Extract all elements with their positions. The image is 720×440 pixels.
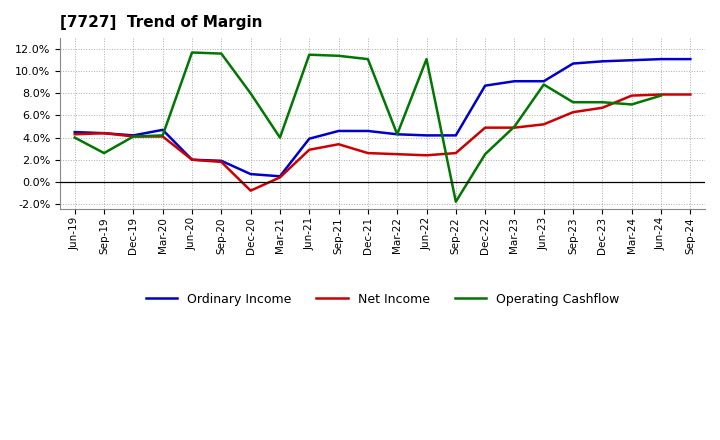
Net Income [598, 105, 607, 110]
Operating Cashflow [71, 135, 79, 140]
Net Income [246, 188, 255, 193]
Operating Cashflow [422, 56, 431, 62]
Operating Cashflow [246, 91, 255, 96]
Ordinary Income [217, 158, 225, 163]
Operating Cashflow [481, 151, 490, 157]
Line: Ordinary Income: Ordinary Income [75, 59, 690, 176]
Operating Cashflow [539, 82, 548, 87]
Net Income [364, 150, 372, 156]
Legend: Ordinary Income, Net Income, Operating Cashflow: Ordinary Income, Net Income, Operating C… [141, 288, 624, 311]
Operating Cashflow [364, 56, 372, 62]
Operating Cashflow [100, 150, 109, 156]
Operating Cashflow [217, 51, 225, 56]
Net Income [100, 131, 109, 136]
Operating Cashflow [598, 99, 607, 105]
Ordinary Income [100, 131, 109, 136]
Operating Cashflow [510, 124, 519, 129]
Operating Cashflow [305, 52, 314, 57]
Line: Operating Cashflow: Operating Cashflow [75, 52, 661, 202]
Ordinary Income [188, 157, 197, 162]
Net Income [71, 132, 79, 137]
Ordinary Income [569, 61, 577, 66]
Ordinary Income [627, 58, 636, 63]
Operating Cashflow [158, 133, 167, 138]
Net Income [305, 147, 314, 152]
Operating Cashflow [451, 199, 460, 204]
Net Income [627, 93, 636, 98]
Ordinary Income [364, 128, 372, 134]
Text: [7727]  Trend of Margin: [7727] Trend of Margin [60, 15, 263, 30]
Net Income [217, 159, 225, 165]
Net Income [657, 92, 665, 97]
Ordinary Income [305, 136, 314, 141]
Ordinary Income [276, 174, 284, 179]
Operating Cashflow [393, 132, 402, 137]
Ordinary Income [539, 79, 548, 84]
Net Income [451, 150, 460, 156]
Net Income [686, 92, 695, 97]
Ordinary Income [334, 128, 343, 134]
Net Income [569, 110, 577, 115]
Ordinary Income [71, 129, 79, 135]
Operating Cashflow [129, 134, 138, 139]
Net Income [334, 142, 343, 147]
Net Income [510, 125, 519, 130]
Net Income [276, 175, 284, 180]
Ordinary Income [246, 172, 255, 177]
Ordinary Income [686, 56, 695, 62]
Operating Cashflow [276, 135, 284, 140]
Operating Cashflow [188, 50, 197, 55]
Net Income [188, 157, 197, 162]
Ordinary Income [129, 133, 138, 138]
Operating Cashflow [657, 93, 665, 98]
Net Income [481, 125, 490, 130]
Net Income [158, 134, 167, 139]
Net Income [422, 153, 431, 158]
Ordinary Income [510, 79, 519, 84]
Ordinary Income [393, 132, 402, 137]
Ordinary Income [598, 59, 607, 64]
Operating Cashflow [334, 53, 343, 59]
Ordinary Income [451, 133, 460, 138]
Net Income [393, 151, 402, 157]
Ordinary Income [422, 133, 431, 138]
Operating Cashflow [569, 99, 577, 105]
Ordinary Income [657, 56, 665, 62]
Net Income [129, 134, 138, 139]
Operating Cashflow [627, 102, 636, 107]
Line: Net Income: Net Income [75, 95, 690, 191]
Net Income [539, 122, 548, 127]
Ordinary Income [158, 127, 167, 132]
Ordinary Income [481, 83, 490, 88]
